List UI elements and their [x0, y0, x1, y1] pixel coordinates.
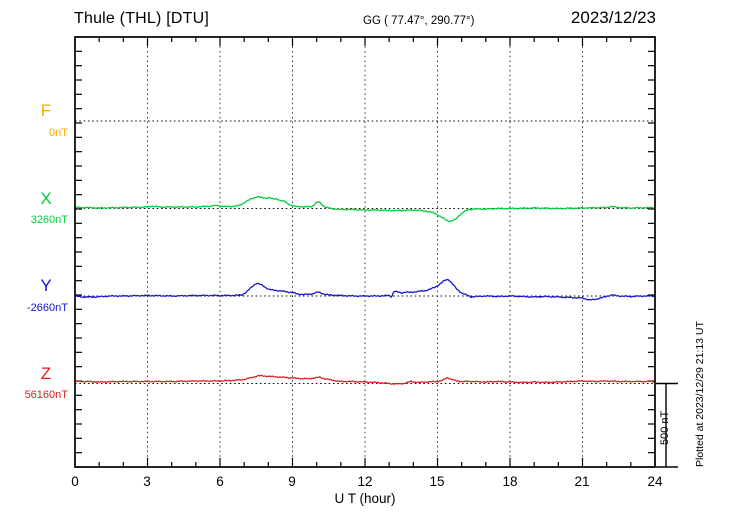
- x-tick-24: 24: [647, 474, 663, 489]
- plotted-timestamp: Plotted at 2023/12/29 21:13 UT: [694, 321, 706, 467]
- channel-x-baseline-value: 3260nT: [30, 214, 68, 226]
- x-axis-title: U T (hour): [334, 491, 396, 506]
- x-tick-21: 21: [574, 474, 590, 489]
- scale-bar-label: 500 nT: [659, 410, 671, 445]
- x-tick-3: 3: [143, 474, 151, 489]
- x-tick-15: 15: [429, 474, 445, 489]
- channel-y-baseline-value: -2660nT: [27, 302, 68, 314]
- plot-date: 2023/12/23: [570, 8, 656, 27]
- x-tick-0: 0: [71, 474, 79, 489]
- channel-z-baseline-value: 56160nT: [24, 389, 68, 401]
- channel-y-label: Y: [40, 276, 52, 295]
- channel-f-baseline-value: 0nT: [49, 127, 68, 139]
- channel-z-label: Z: [40, 364, 52, 383]
- geo-coordinates: GG ( 77.47°, 290.77°): [363, 15, 475, 27]
- x-tick-6: 6: [216, 474, 224, 489]
- x-tick-9: 9: [288, 474, 296, 489]
- station-title: Thule (THL) [DTU]: [74, 10, 209, 27]
- x-tick-18: 18: [502, 474, 518, 489]
- channel-f-label: F: [40, 101, 52, 120]
- x-tick-12: 12: [357, 474, 373, 489]
- channel-x-label: X: [40, 189, 52, 208]
